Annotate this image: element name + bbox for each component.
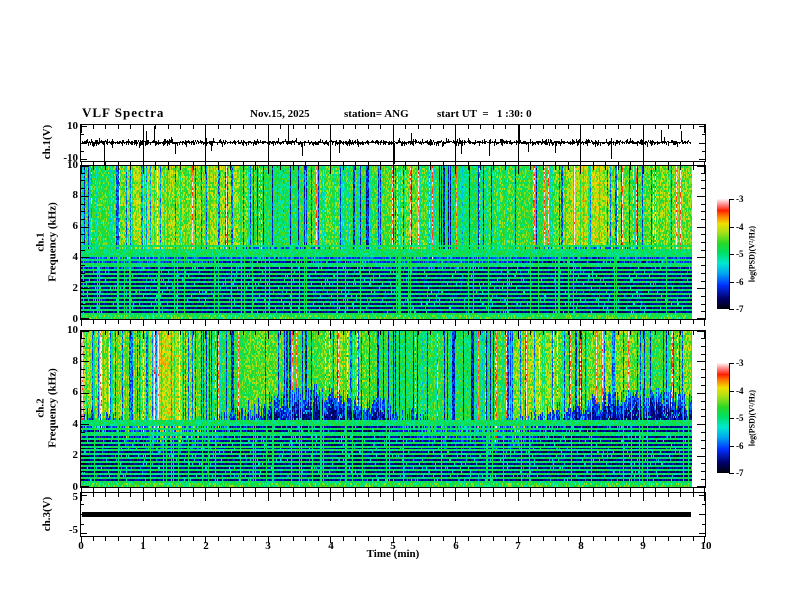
x-tick-label: 4 [328, 540, 334, 552]
x-axis-title: Time (min) [366, 548, 420, 560]
station-label: station= ANG [344, 108, 409, 120]
y-tick-label: 6 [72, 386, 79, 398]
x-tick-label: 3 [265, 540, 271, 552]
y-tick-label: -5 [68, 524, 78, 536]
colorbar-tick-label: -5 [736, 249, 744, 259]
y-tick-label: 10 [67, 159, 78, 171]
y-tick-label: 5 [72, 491, 79, 503]
x-tick-label: 10 [700, 540, 712, 552]
y-tick-label: 6 [72, 220, 79, 232]
ch2-colorbar [717, 363, 735, 474]
colorbar-tick-label: -7 [736, 468, 744, 478]
colorbar-tick-label: -4 [736, 222, 744, 232]
ch2-spectrogram-canvas [80, 330, 707, 494]
x-tick-label: 7 [515, 540, 521, 552]
y-tick-label: 8 [72, 189, 79, 201]
colorbar-tick-label: -3 [736, 358, 744, 368]
y-tick-label: 2 [72, 282, 79, 294]
y-tick-label: 0 [72, 481, 79, 493]
colorbar-tick-label: -6 [736, 277, 744, 287]
y-tick-label: 4 [72, 418, 79, 430]
x-tick-label: 9 [640, 540, 646, 552]
y-tick-label: 0 [72, 313, 79, 325]
x-tick-label: 0 [78, 540, 84, 552]
figure-title: VLF Spectra [82, 105, 165, 120]
y-tick-label: -10 [63, 152, 78, 164]
y-tick-label: 2 [72, 449, 79, 461]
colorbar-tick-label: -6 [736, 441, 744, 451]
ch3-waveform-canvas [80, 492, 707, 543]
ch1-spectrogram-canvas [80, 165, 707, 326]
ch1-colorbar [717, 199, 735, 310]
y-tick-label: 4 [72, 251, 79, 263]
ch1-spec-ylabel: ch.1 Frequency (kHz) [34, 202, 58, 282]
colorbar-tick-label: -3 [736, 194, 744, 204]
ch1-waveform-canvas [80, 124, 707, 168]
x-tick-label: 8 [578, 540, 584, 552]
colorbar-tick-label: -4 [736, 386, 744, 396]
ch2-spec-ylabel: ch.2 Frequency (kHz) [34, 368, 58, 448]
x-tick-label: 6 [453, 540, 459, 552]
y-tick-label: 10 [67, 324, 78, 336]
colorbar-tick-label: -7 [736, 304, 744, 314]
y-tick-label: 10 [67, 120, 78, 132]
colorbar-tick-label: -5 [736, 413, 744, 423]
x-tick-label: 2 [203, 540, 209, 552]
x-tick-label: 5 [390, 540, 396, 552]
start-ut-label: start UT = 1 :30: 0 [437, 108, 532, 120]
y-tick-label: 8 [72, 355, 79, 367]
date-label: Nov.15, 2025 [250, 108, 310, 120]
x-tick-label: 1 [140, 540, 146, 552]
